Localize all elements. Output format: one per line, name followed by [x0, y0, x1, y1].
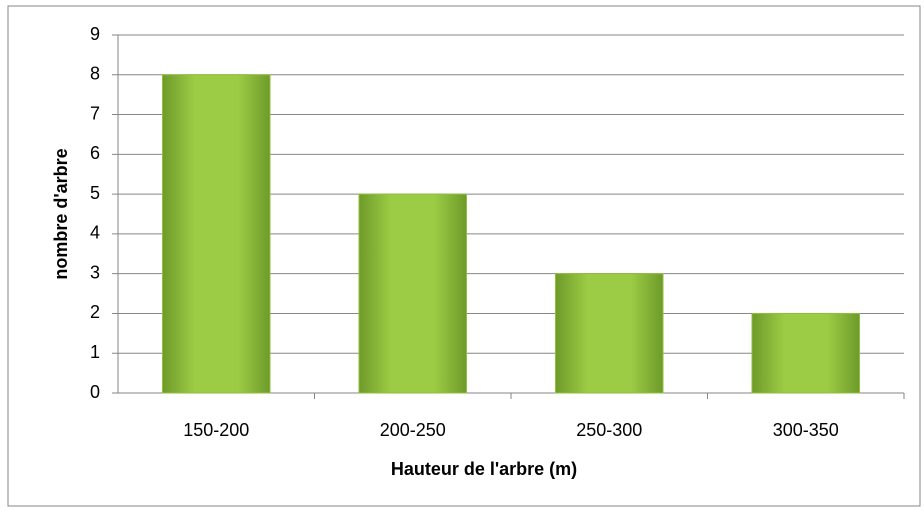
y-tick-label: 6	[90, 143, 100, 163]
y-tick-label: 1	[90, 342, 100, 362]
y-tick-label: 9	[90, 24, 100, 44]
bar	[358, 193, 467, 394]
y-tick-label: 2	[90, 302, 100, 322]
x-tick-label: 150-200	[183, 420, 249, 440]
y-tick-label: 0	[90, 382, 100, 402]
x-tick-label: 300-350	[773, 420, 839, 440]
y-axis-title: nombre d'arbre	[51, 148, 71, 279]
y-tick-label: 5	[90, 183, 100, 203]
bar	[751, 312, 860, 394]
y-tick-label: 7	[90, 103, 100, 123]
y-tick-label: 3	[90, 262, 100, 282]
y-tick-label: 8	[90, 64, 100, 84]
x-axis-title: Hauteur de l'arbre (m)	[391, 459, 577, 479]
y-tick-label: 4	[90, 223, 100, 243]
x-tick-label: 200-250	[380, 420, 446, 440]
bar	[162, 74, 271, 394]
bar	[555, 273, 664, 394]
x-tick-label: 250-300	[576, 420, 642, 440]
